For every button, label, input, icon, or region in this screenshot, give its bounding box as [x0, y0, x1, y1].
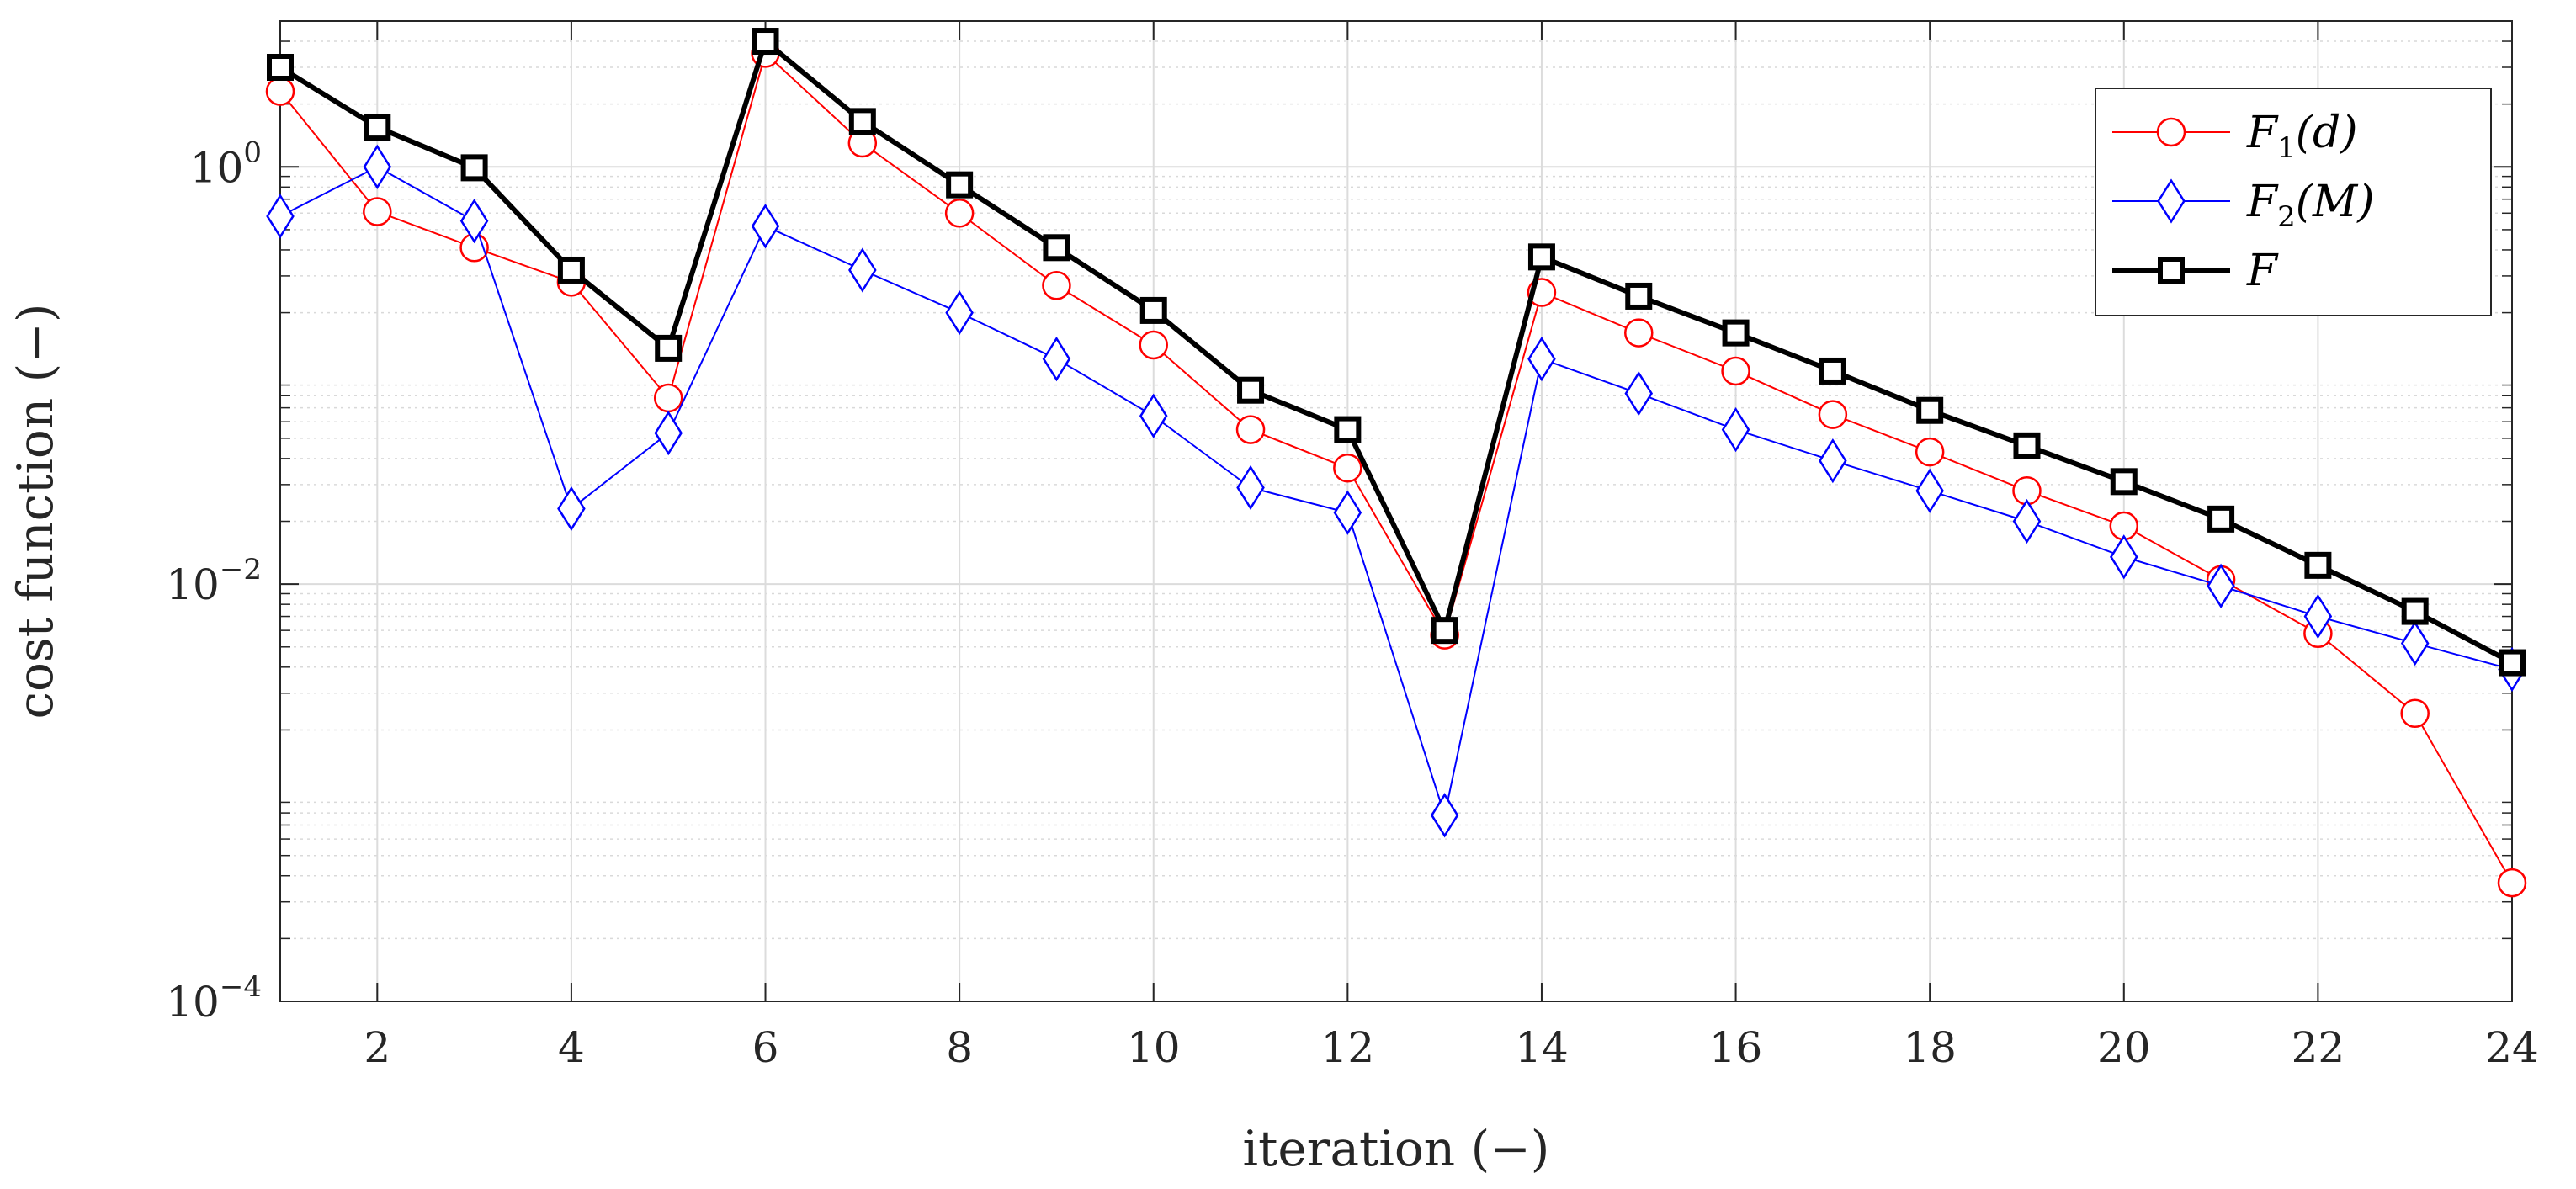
- x-tick-label: 18: [1903, 1023, 1957, 1072]
- data-point: [1819, 357, 1846, 385]
- legend-label: F1(d): [2246, 108, 2358, 165]
- data-point: [459, 199, 489, 244]
- data-point: [848, 247, 877, 293]
- data-point: [1722, 319, 1750, 347]
- data-point: [848, 108, 876, 135]
- series-line: [279, 39, 2514, 666]
- data-point: [557, 256, 585, 284]
- data-point: [1430, 793, 1459, 838]
- series-f: [267, 28, 2526, 677]
- x-tick-label: 20: [2097, 1023, 2151, 1072]
- data-point: [1721, 356, 1750, 386]
- y-tick-label: 10−2: [166, 553, 262, 609]
- data-point: [1527, 336, 1556, 382]
- data-point: [2304, 551, 2332, 579]
- x-tick-label: 8: [946, 1023, 973, 1072]
- x-tick-label: 16: [1709, 1023, 1763, 1072]
- data-point: [654, 410, 683, 456]
- data-point: [1235, 415, 1266, 444]
- data-point: [1042, 271, 1071, 300]
- data-point: [1818, 400, 1848, 429]
- legend-item: F2(M): [2112, 177, 2375, 234]
- data-point: [653, 383, 683, 413]
- data-point: [1042, 336, 1071, 382]
- data-point: [2303, 593, 2333, 640]
- data-point: [2401, 597, 2429, 625]
- x-tick-label: 14: [1515, 1023, 1569, 1072]
- data-point: [1527, 243, 1555, 271]
- data-point: [2400, 698, 2430, 729]
- x-tick-label: 10: [1127, 1023, 1181, 1072]
- data-point: [1819, 438, 1847, 484]
- x-tick-label: 4: [558, 1023, 585, 1072]
- legend-item: F1(d): [2112, 108, 2358, 165]
- data-point: [1237, 376, 1265, 404]
- x-axis-label: iteration (−): [1243, 1120, 1550, 1177]
- data-point: [944, 199, 975, 228]
- data-point: [946, 171, 974, 199]
- data-point: [267, 54, 294, 82]
- data-point: [2013, 432, 2041, 459]
- data-point: [2400, 620, 2430, 666]
- data-point: [2207, 563, 2235, 608]
- data-point: [1915, 468, 1944, 513]
- data-point: [1916, 396, 1944, 424]
- data-point: [1139, 393, 1168, 438]
- data-point: [1333, 453, 1362, 483]
- data-point: [1624, 370, 1654, 417]
- x-tick-label: 6: [752, 1023, 779, 1072]
- legend-marker: [2157, 178, 2186, 224]
- legend-item: F: [2112, 246, 2279, 296]
- data-point: [752, 28, 779, 56]
- data-point: [1236, 464, 1265, 511]
- data-point: [1334, 416, 1362, 443]
- y-axis-label: cost function (−): [7, 304, 64, 719]
- y-tick-label: 100: [190, 135, 262, 192]
- x-tick-label: 24: [2485, 1023, 2539, 1072]
- data-point: [2012, 498, 2042, 544]
- legend-label: F: [2246, 246, 2279, 296]
- legend-marker: [2156, 117, 2186, 147]
- data-point: [751, 204, 780, 249]
- data-point: [945, 289, 974, 336]
- x-tick-label: 2: [364, 1023, 390, 1072]
- data-point: [1721, 406, 1750, 453]
- x-tick-label: 22: [2292, 1023, 2345, 1072]
- data-point: [2497, 868, 2527, 898]
- data-point: [364, 114, 391, 141]
- series-f2m: [266, 144, 2526, 838]
- data-point: [265, 77, 295, 106]
- y-tick-label: 10−4: [166, 970, 262, 1027]
- data-point: [1139, 330, 1168, 360]
- legend: F1(d) F2(M) F: [2095, 88, 2492, 316]
- data-point: [1139, 296, 1167, 324]
- data-point: [655, 334, 683, 362]
- data-point: [2499, 649, 2526, 677]
- data-point: [1624, 318, 1654, 348]
- data-point: [266, 194, 295, 239]
- series-line: [279, 52, 2513, 884]
- data-point: [1043, 234, 1070, 262]
- data-point: [1915, 437, 1945, 467]
- legend-marker: [2158, 257, 2185, 284]
- data-point: [2207, 505, 2235, 533]
- data-point: [1431, 617, 1458, 645]
- data-point: [2110, 468, 2138, 496]
- data-point: [2110, 534, 2138, 580]
- plot-area: [279, 20, 2513, 1002]
- data-point: [363, 144, 392, 189]
- data-point: [363, 197, 392, 226]
- data-point: [460, 154, 488, 182]
- legend-label: F2(M): [2246, 177, 2375, 234]
- series-layer: [265, 28, 2527, 898]
- data-point: [1625, 282, 1653, 310]
- data-point: [1333, 490, 1362, 535]
- x-tick-label: 12: [1321, 1023, 1375, 1072]
- series-line: [279, 166, 2513, 816]
- data-point: [557, 486, 586, 532]
